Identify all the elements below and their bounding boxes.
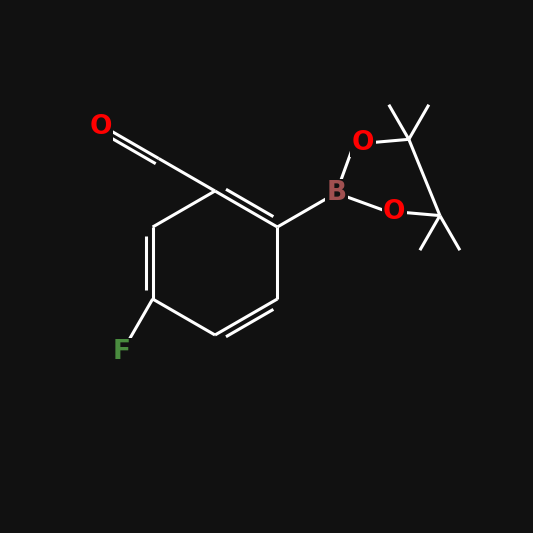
Text: O: O [383,199,406,225]
Text: B: B [326,180,346,206]
Text: O: O [352,130,374,156]
Text: O: O [89,115,112,141]
Text: F: F [112,339,131,365]
